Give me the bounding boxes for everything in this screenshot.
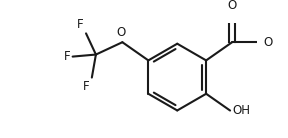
Text: F: F [83, 80, 89, 93]
Text: O: O [228, 0, 237, 12]
Text: OH: OH [233, 104, 251, 117]
Text: F: F [77, 18, 84, 31]
Text: O: O [116, 26, 125, 39]
Text: O: O [264, 36, 273, 49]
Text: F: F [63, 50, 70, 63]
